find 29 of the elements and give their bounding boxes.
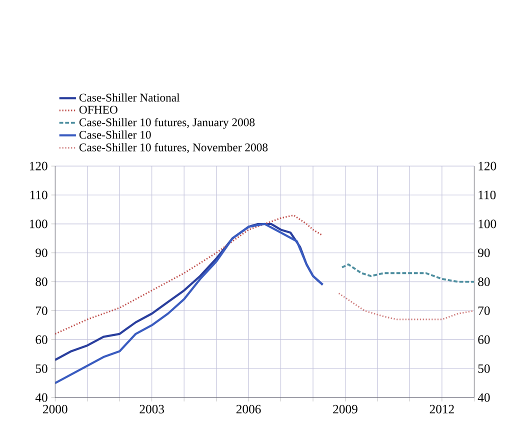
y-tick-label: 60 xyxy=(36,335,48,344)
y2-tick-label: 90 xyxy=(478,248,490,258)
y2-tick-label: 80 xyxy=(478,278,490,286)
y-tick-label: 120 xyxy=(30,162,48,170)
x-tick-label: 2003 xyxy=(140,404,164,414)
legend-label: Case-Shiller 10 futures, January 2008 xyxy=(79,118,255,129)
y-tick-label: 70 xyxy=(36,306,48,316)
y2-tick-label: 70 xyxy=(478,306,490,316)
y2-tick-label: 110 xyxy=(478,190,496,200)
x-tick-label: 2012 xyxy=(430,404,454,414)
legend-label: Case-Shiller 10 xyxy=(79,130,151,139)
y-tick-label: 80 xyxy=(36,278,48,286)
y-tick-label: 50 xyxy=(36,364,48,373)
x-tick-label: 2006 xyxy=(236,404,261,414)
legend-label: OFHEO xyxy=(79,106,118,114)
y2-tick-label: 60 xyxy=(478,335,490,344)
y-tick-label: 110 xyxy=(30,190,48,200)
y2-tick-label: 50 xyxy=(478,364,490,373)
y2-tick-label: 100 xyxy=(478,220,496,228)
x-tick-label: 2009 xyxy=(333,404,358,414)
line-series xyxy=(55,214,324,335)
legend-label: Case-Shiller 10 futures, November 2008 xyxy=(79,143,268,154)
y2-tick-label: 40 xyxy=(478,393,490,402)
y-tick-label: 90 xyxy=(36,248,48,258)
x-tick-label: 2000 xyxy=(43,404,68,414)
y-tick-label: 100 xyxy=(30,220,48,228)
y2-tick-label: 120 xyxy=(478,162,496,170)
legend-label: Case-Shiller National xyxy=(79,93,180,102)
y-tick-label: 40 xyxy=(35,393,48,402)
